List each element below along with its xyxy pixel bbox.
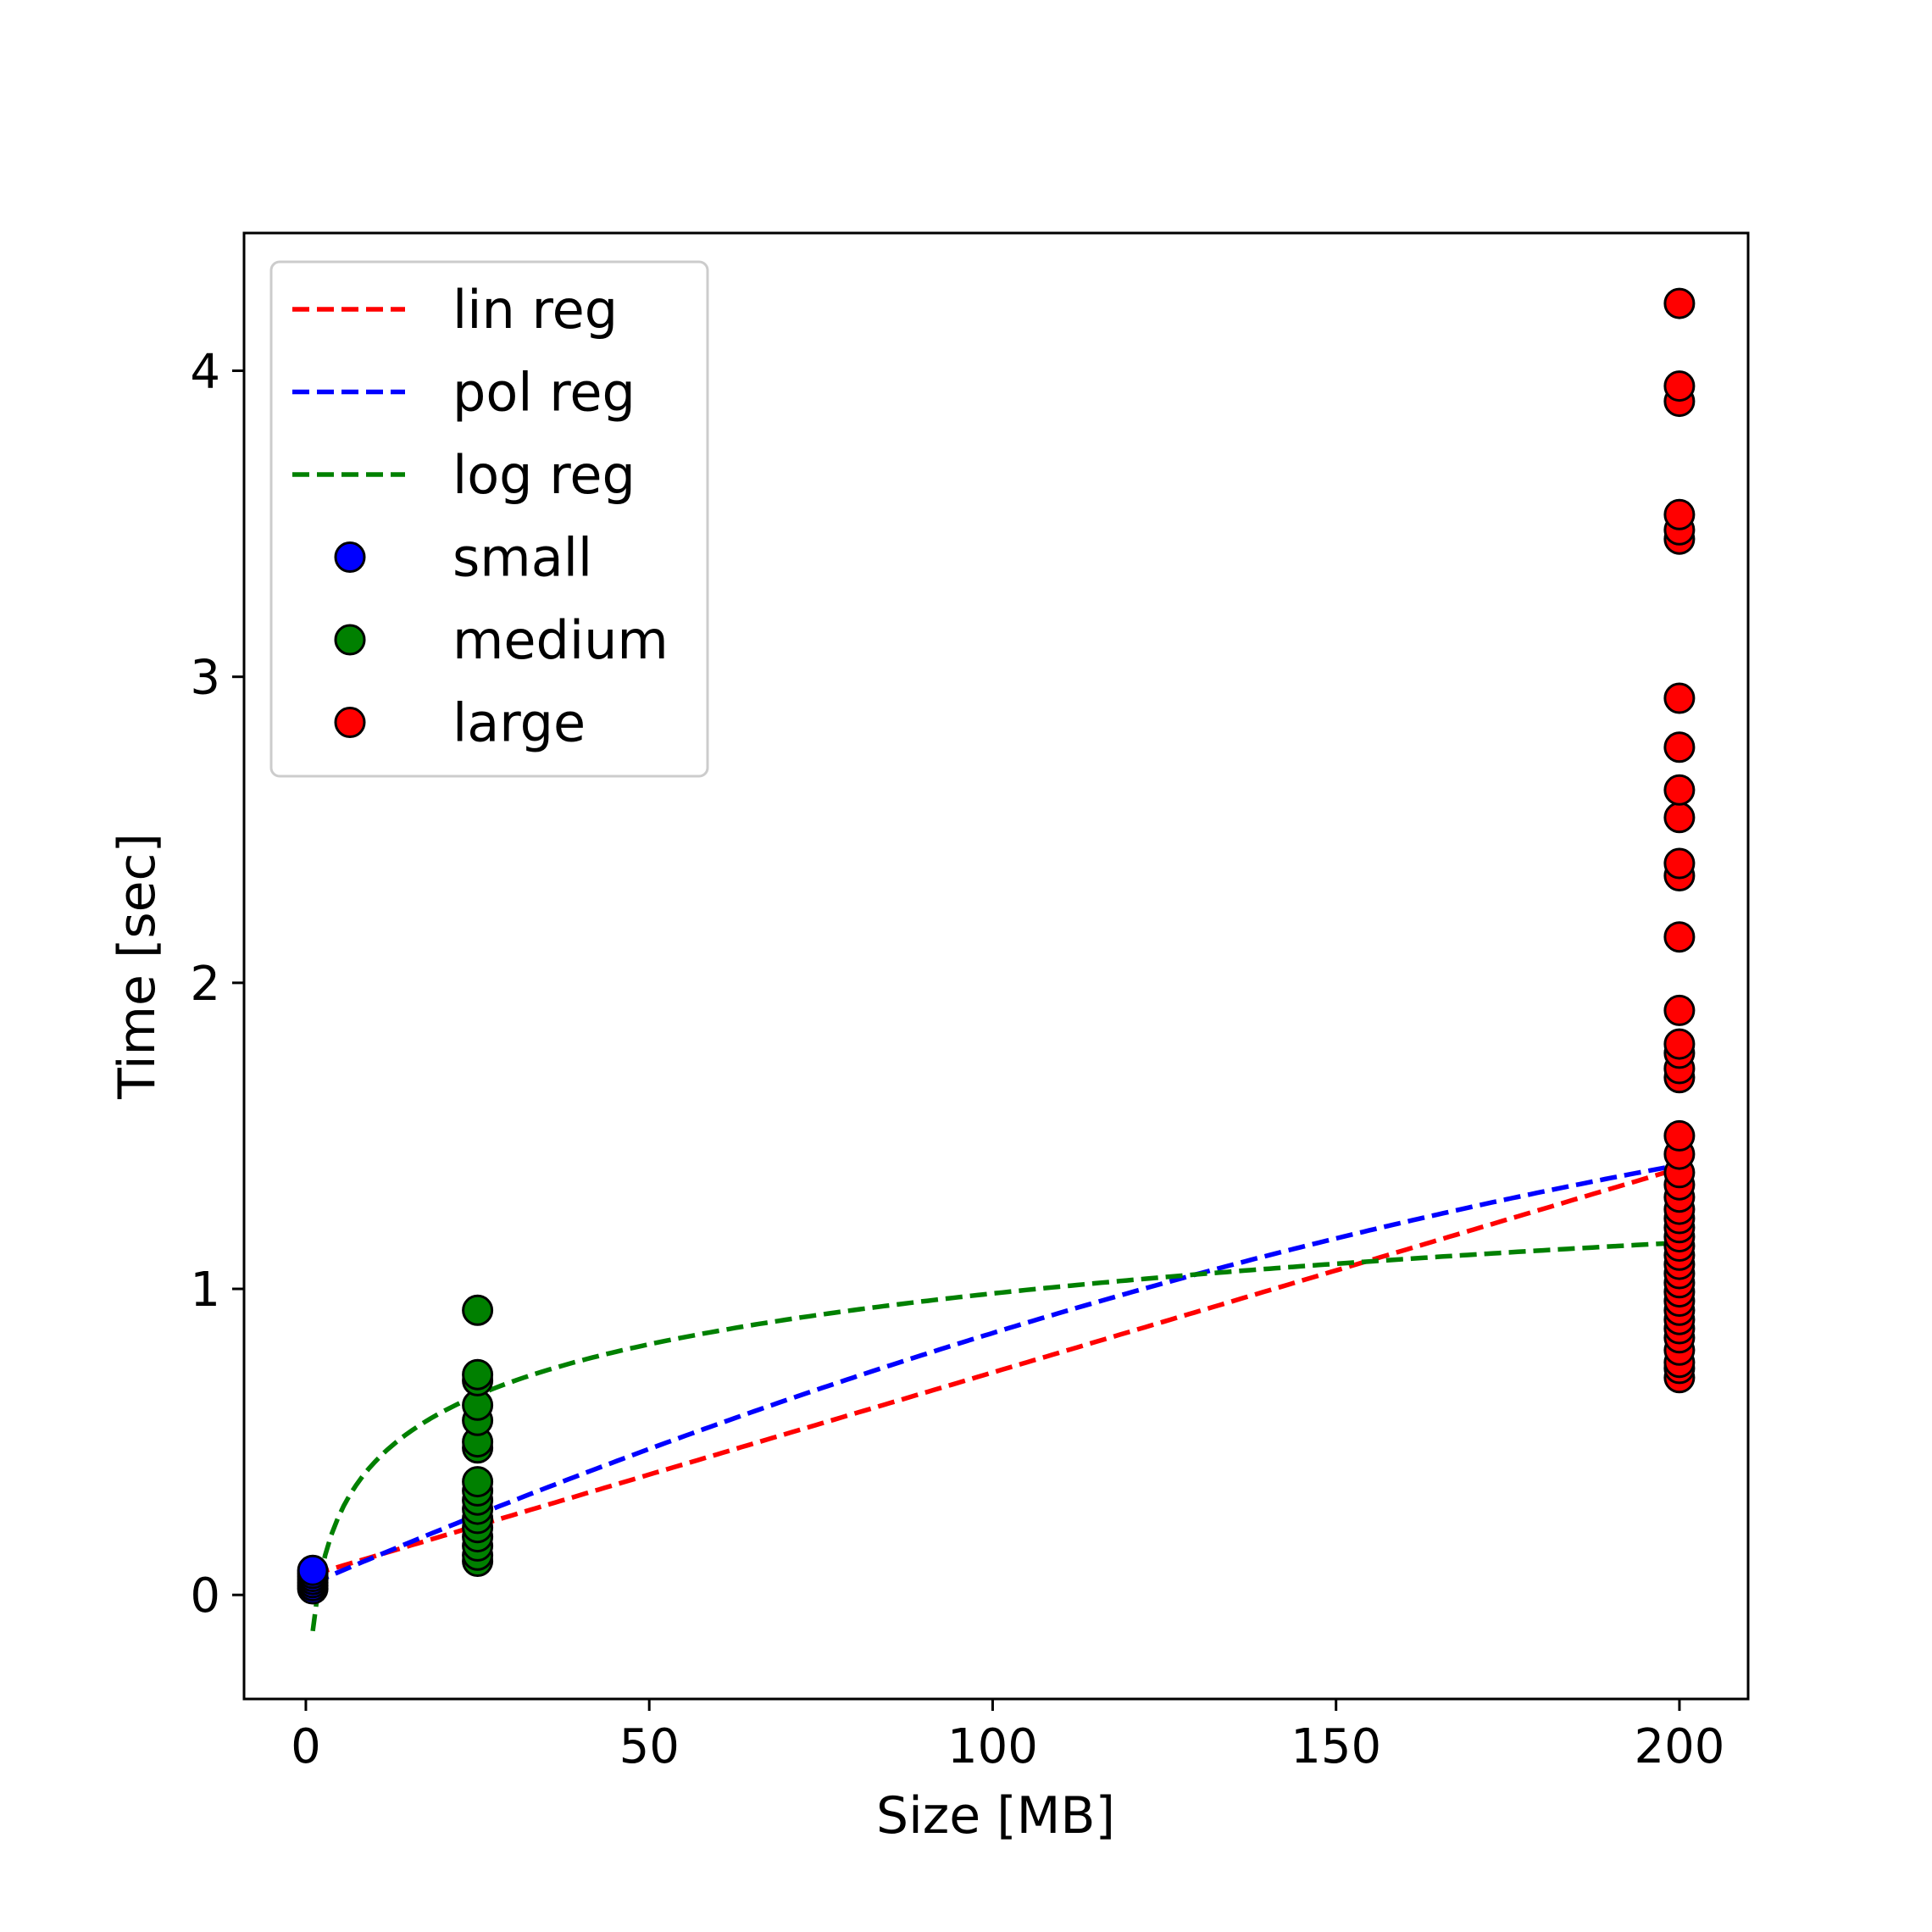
point-large [1663, 731, 1696, 763]
x-tick-label: 0 [291, 1719, 321, 1774]
plot-frame [242, 231, 1750, 1701]
legend-marker-medium [334, 624, 366, 656]
point-medium [462, 1358, 494, 1391]
legend-label: log reg [452, 444, 636, 506]
point-large [1663, 1028, 1696, 1060]
y-tick-label: 2 [190, 957, 220, 1012]
line-lin-reg [312, 1166, 1680, 1577]
y-tick-label: 1 [190, 1263, 220, 1318]
y-axis-label: Time [sec] [108, 833, 167, 1100]
point-large [1663, 682, 1696, 714]
x-axis-label: Size [MB] [876, 1786, 1115, 1846]
legend-marker-large [334, 707, 366, 738]
y-tick-label: 4 [190, 345, 220, 400]
legend-label: large [452, 692, 586, 754]
y-tick-label: 0 [190, 1568, 220, 1624]
legend-label: small [452, 527, 592, 589]
point-large [1663, 498, 1696, 530]
point-large [1663, 370, 1696, 402]
line-pol-reg [311, 1163, 1680, 1585]
x-tick-label: 50 [619, 1719, 680, 1774]
legend: lin reg pol reg log reg small medium large [269, 260, 709, 778]
x-tick-label: 100 [947, 1719, 1038, 1774]
legend-label: lin reg [452, 279, 618, 341]
data-points [297, 287, 1696, 1605]
y-tick-label: 3 [190, 651, 220, 706]
x-tick-label: 150 [1291, 1719, 1381, 1774]
line-log-reg [310, 1240, 1680, 1632]
point-large [1663, 802, 1696, 834]
legend-marker-small [334, 541, 366, 573]
point-large [1663, 921, 1696, 953]
point-large [1663, 1119, 1696, 1152]
point-medium [462, 1466, 494, 1498]
legend-label: pol reg [452, 362, 636, 424]
point-large [1663, 847, 1696, 880]
y-axis: 0 1 2 3 4 [190, 345, 244, 1624]
point-large [1663, 287, 1696, 319]
x-tick-label: 200 [1635, 1719, 1725, 1774]
point-large [1663, 774, 1696, 806]
x-axis: 0 50 100 150 200 [291, 1699, 1724, 1774]
point-small [297, 1554, 329, 1586]
point-medium [462, 1294, 494, 1326]
legend-label: medium [452, 609, 669, 671]
point-large [1663, 994, 1696, 1026]
regression-lines [310, 1163, 1680, 1632]
